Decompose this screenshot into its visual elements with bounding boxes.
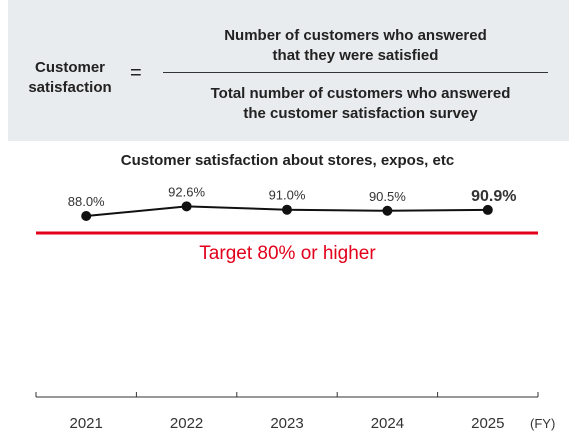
data-label-2025: 90.9% [471, 188, 516, 205]
x-tick-label-2024: 2024 [371, 415, 404, 432]
x-tick-label-2023: 2023 [270, 415, 303, 432]
numerator-line2: that they were satisfied [272, 47, 439, 64]
denominator-line2: the customer satisfaction survey [243, 105, 478, 122]
data-point-2021 [81, 211, 92, 221]
formula-label: Customer satisfaction [20, 58, 120, 98]
chart-title: Customer satisfaction about stores, expo… [120, 152, 455, 169]
target-label: Target 80% or higher [199, 243, 376, 264]
x-tick-label-2022: 2022 [170, 415, 203, 432]
x-tick-label-2021: 2021 [70, 415, 103, 432]
data-point-2025 [482, 204, 493, 215]
numerator-line1: Number of customers who answered [224, 27, 487, 44]
data-point-2024 [382, 205, 393, 216]
formula-panel [8, 0, 569, 141]
data-point-2023 [282, 204, 292, 215]
x-tick-label-2025: 2025 [471, 415, 504, 432]
fraction-bar [163, 72, 548, 73]
data-label-2023: 91.0% [269, 188, 306, 203]
formula-numerator: Number of customers who answered that th… [163, 26, 548, 66]
data-label-2024: 90.5% [369, 189, 406, 204]
formula-denominator: Total number of customers who answered t… [163, 84, 558, 124]
data-label-2021: 88.0% [68, 194, 105, 209]
equals-sign: = [130, 62, 142, 84]
data-point-2022 [181, 201, 192, 212]
denominator-line1: Total number of customers who answered [210, 85, 511, 102]
x-axis-unit: (FY) [530, 416, 556, 431]
formula-label-line1: Customer [34, 59, 105, 76]
data-label-2022: 92.6% [168, 184, 205, 199]
formula-label-line2: satisfaction [28, 79, 112, 96]
